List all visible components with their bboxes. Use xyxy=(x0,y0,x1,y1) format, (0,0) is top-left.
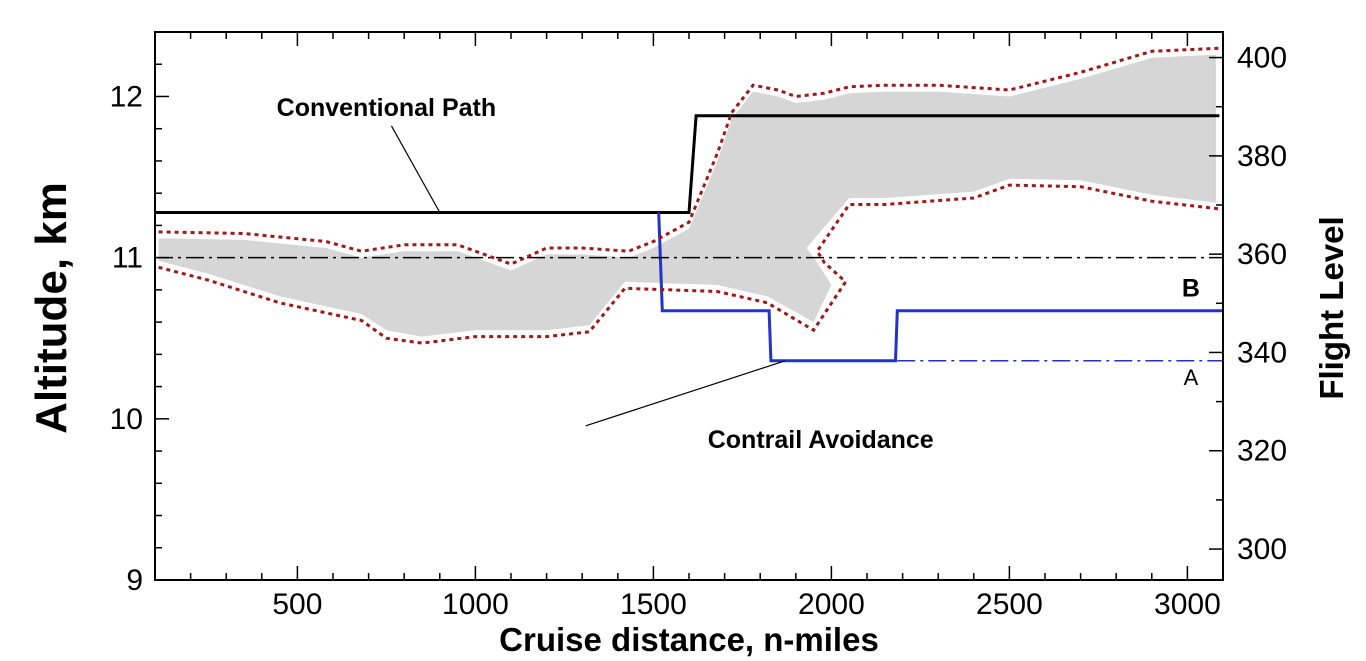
series-layer xyxy=(155,46,1224,363)
y2-tick-label: 360 xyxy=(1237,238,1287,271)
y2-tick-label: 400 xyxy=(1237,42,1287,75)
x-tick-label: 3000 xyxy=(1154,588,1221,621)
y2-tick-label: 300 xyxy=(1237,533,1287,566)
y2-tick-label: 340 xyxy=(1237,336,1287,369)
y-tick-label: 9 xyxy=(126,564,143,597)
x-tick-label: 1000 xyxy=(442,588,509,621)
axes-layer: 500 1000 1500 2000 2500 3000 9 10 11 12 300 320 340 3… xyxy=(27,31,1350,658)
y2-tick-label: 380 xyxy=(1237,140,1287,173)
y-tick-label: 11 xyxy=(112,242,143,275)
annotation-contrail-avoidance-leader xyxy=(585,360,786,427)
annotation-a-label: A xyxy=(1184,365,1199,390)
annotation-layer: Conventional Path Contrail Avoidance B A xyxy=(277,94,1200,454)
y2-axis-title: Flight Level xyxy=(1313,216,1350,399)
y-tick-label: 12 xyxy=(110,80,143,113)
shaded-region-layer xyxy=(158,54,1216,337)
series-line-contrail-avoidance xyxy=(657,212,1223,363)
y-tick-label: 10 xyxy=(110,403,143,436)
annotation-conventional-path-label: Conventional Path xyxy=(277,94,496,122)
annotation-conventional-path-leader xyxy=(390,125,441,213)
contrail-region-area xyxy=(158,54,1216,337)
series-line-4 xyxy=(158,46,1224,266)
series-line-5 xyxy=(158,183,1224,345)
x-tick-label: 500 xyxy=(272,588,322,621)
annotation-contrail-avoidance-label: Contrail Avoidance xyxy=(708,426,934,454)
annotation-b-label: B xyxy=(1182,274,1200,302)
series-line-conventional-path xyxy=(155,114,1220,214)
y2-tick-label: 320 xyxy=(1237,435,1287,468)
x-tick-label: 1500 xyxy=(620,588,687,621)
y-axis-title: Altitude, km xyxy=(27,182,76,434)
x-axis-title: Cruise distance, n-miles xyxy=(499,621,879,658)
x-tick-label: 2000 xyxy=(798,588,865,621)
x-tick-label: 2500 xyxy=(976,588,1043,621)
